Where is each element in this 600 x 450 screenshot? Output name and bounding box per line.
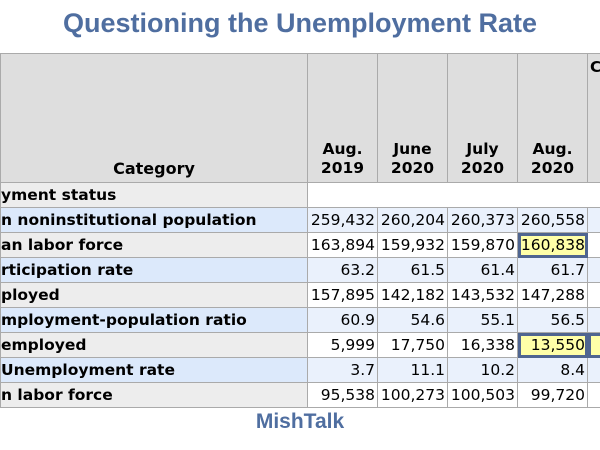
header-row: Category Aug. 2019 June 2020 July 2020 Aug.… — [0, 53, 600, 183]
value-cell: 61.7 — [517, 257, 588, 283]
highlighted-cell: 13,550 — [517, 332, 588, 358]
column-header-july-2020: July 2020 — [447, 53, 518, 183]
change-cell — [587, 207, 600, 233]
change-cell — [587, 232, 600, 258]
value-cell: 95,538 — [307, 382, 378, 408]
value-cell: 60.9 — [307, 307, 378, 333]
value-cell: 5,999 — [307, 332, 378, 358]
table-row: Unemployment rate 3.7 11.1 10.2 8.4 — [0, 357, 600, 383]
value-cell: 10.2 — [447, 357, 518, 383]
page-title: Questioning the Unemployment Rate — [62, 8, 538, 38]
value-cell: 61.5 — [377, 257, 448, 283]
section-label: yment status — [0, 182, 308, 208]
value-cell: 56.5 — [517, 307, 588, 333]
change-cell — [587, 307, 600, 333]
value-cell: 260,204 — [377, 207, 448, 233]
value-cell: 55.1 — [447, 307, 518, 333]
value-cell: 17,750 — [377, 332, 448, 358]
row-label: ployed — [0, 282, 308, 308]
row-label: employed — [0, 332, 308, 358]
column-header-aug-2020: Aug. 2020 — [517, 53, 588, 183]
column-header-june-2020: June 2020 — [377, 53, 448, 183]
value-cell: 100,503 — [447, 382, 518, 408]
highlighted-cell: 160,838 — [517, 232, 588, 258]
change-cell — [587, 257, 600, 283]
row-label: n noninstitutional population — [0, 207, 308, 233]
table-row: mployment-population ratio 60.9 54.6 55.1 56… — [0, 307, 600, 333]
change-cell — [587, 357, 600, 383]
value-cell: 3.7 — [307, 357, 378, 383]
row-label: mployment-population ratio — [0, 307, 308, 333]
value-cell: 163,894 — [307, 232, 378, 258]
value-cell: 143,532 — [447, 282, 518, 308]
value-cell: 142,182 — [377, 282, 448, 308]
value-cell: 157,895 — [307, 282, 378, 308]
value-cell: 11.1 — [377, 357, 448, 383]
section-row: yment status — [0, 182, 600, 208]
change-cell — [587, 282, 600, 308]
value-cell: 147,288 — [517, 282, 588, 308]
value-cell: 260,373 — [447, 207, 518, 233]
value-cell: 61.4 — [447, 257, 518, 283]
footer-brand: MishTalk — [255, 410, 345, 433]
table-row: n labor force 95,538 100,273 100,503 99,720 — [0, 382, 600, 408]
value-cell: 8.4 — [517, 357, 588, 383]
unemployment-table: Category Aug. 2019 June 2020 July 2020 Aug.… — [0, 53, 600, 408]
value-cell: 63.2 — [307, 257, 378, 283]
value-cell: 259,432 — [307, 207, 378, 233]
row-label: Unemployment rate — [0, 357, 308, 383]
table-row: rticipation rate 63.2 61.5 61.4 61.7 — [0, 257, 600, 283]
value-cell: 16,338 — [447, 332, 518, 358]
value-cell: 54.6 — [377, 307, 448, 333]
category-header: Category — [0, 53, 308, 183]
change-cell — [587, 332, 600, 358]
data-table-container: Category Aug. 2019 June 2020 July 2020 Aug.… — [0, 53, 600, 408]
value-cell: 159,870 — [447, 232, 518, 258]
row-label: rticipation rate — [0, 257, 308, 283]
column-header-change: C — [587, 53, 600, 183]
table-row: an labor force 163,894 159,932 159,870 160,8… — [0, 232, 600, 258]
row-label: an labor force — [0, 232, 308, 258]
row-label: n labor force — [0, 382, 308, 408]
section-empty-cell — [307, 182, 600, 208]
change-cell — [587, 382, 600, 408]
table-row: ployed 157,895 142,182 143,532 147,288 — [0, 282, 600, 308]
value-cell: 100,273 — [377, 382, 448, 408]
column-header-aug-2019: Aug. 2019 — [307, 53, 378, 183]
table-row: n noninstitutional population 259,432 260,… — [0, 207, 600, 233]
value-cell: 99,720 — [517, 382, 588, 408]
table-row: employed 5,999 17,750 16,338 13,550 — [0, 332, 600, 358]
value-cell: 260,558 — [517, 207, 588, 233]
value-cell: 159,932 — [377, 232, 448, 258]
